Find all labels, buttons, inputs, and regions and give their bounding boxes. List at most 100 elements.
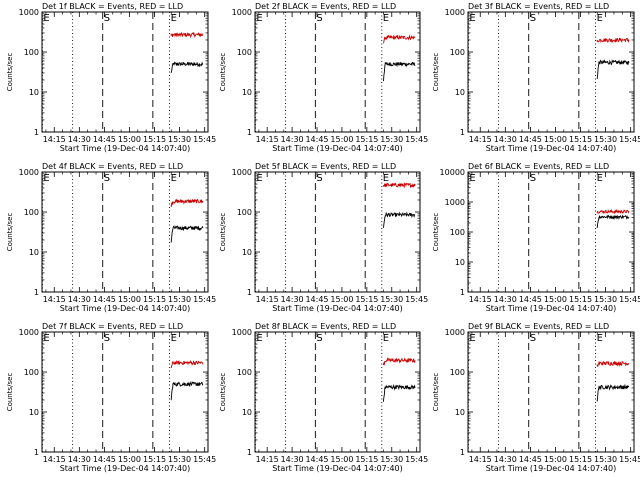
- event-marker-label: S: [316, 13, 322, 24]
- x-tick-label: 15:00: [118, 135, 141, 144]
- x-tick-label: 14:45: [93, 135, 116, 144]
- y-tick-label: 10: [242, 248, 252, 257]
- lld-series-line: [170, 31, 204, 39]
- y-tick-label: 10: [29, 408, 39, 417]
- y-tick-label: 1: [247, 288, 252, 297]
- x-tick-label: 14:15: [256, 295, 279, 304]
- panel-title: Det 7f BLACK = Events, RED = LLD: [42, 322, 183, 331]
- x-tick-label: 15:30: [594, 135, 617, 144]
- events-series-line: [383, 211, 416, 228]
- event-marker-label: S: [104, 13, 110, 24]
- panel-title: Det 2f BLACK = Events, RED = LLD: [255, 2, 396, 11]
- lld-series-line: [596, 37, 630, 44]
- event-marker-label: E: [171, 13, 177, 24]
- y-axis-label: Counts/sec: [6, 373, 14, 412]
- plot-frame: [467, 171, 635, 293]
- x-tick-label: 15:15: [355, 295, 378, 304]
- x-tick-label: 15:15: [143, 295, 166, 304]
- event-marker-label: E: [256, 333, 262, 344]
- x-tick-label: 15:30: [380, 455, 403, 464]
- event-marker-label: E: [383, 173, 389, 184]
- x-tick-label: 15:00: [330, 295, 353, 304]
- x-tick-label: 14:15: [469, 135, 492, 144]
- lld-series-line: [596, 208, 630, 215]
- y-tick-label: 10: [242, 88, 252, 97]
- event-marker-label: E: [469, 173, 475, 184]
- y-tick-label: 1000: [232, 328, 252, 337]
- plot-frame: [254, 11, 421, 133]
- detector-panel-8: Det 8f BLACK = Events, RED = LLD 1 10 100 10…: [219, 322, 428, 473]
- x-tick-label: 14:30: [494, 135, 517, 144]
- x-tick-label: 15:45: [619, 455, 640, 464]
- lld-series-line: [170, 359, 204, 368]
- events-series-line: [170, 380, 204, 401]
- event-marker-label: S: [316, 173, 322, 184]
- x-tick-label: 15:15: [355, 135, 378, 144]
- y-tick-label: 1: [460, 448, 465, 457]
- x-tick-label: 15:00: [544, 455, 567, 464]
- event-marker-label: S: [530, 13, 536, 24]
- event-marker-label: E: [171, 333, 177, 344]
- y-tick-label: 1: [247, 448, 252, 457]
- x-tick-label: 14:30: [68, 455, 91, 464]
- plot-frame: [41, 331, 209, 453]
- detector-panel-7: Det 7f BLACK = Events, RED = LLD 1 10 100 10…: [6, 322, 216, 473]
- y-tick-label: 1: [34, 448, 39, 457]
- y-tick-label: 1: [247, 128, 252, 137]
- lld-series-line: [383, 357, 416, 366]
- plot-frame: [254, 331, 421, 453]
- event-marker-label: S: [530, 173, 536, 184]
- events-series-line: [596, 214, 630, 228]
- x-tick-label: 15:45: [405, 455, 428, 464]
- detector-panel-9: Det 9f BLACK = Events, RED = LLD 1 10 100 10…: [432, 322, 640, 473]
- x-axis-label: Start Time (19-Dec-04 14:07:40): [486, 304, 617, 313]
- event-marker-label: E: [383, 333, 389, 344]
- x-tick-label: 14:30: [494, 455, 517, 464]
- y-tick-label: 1000: [445, 328, 465, 337]
- x-tick-label: 14:15: [256, 135, 279, 144]
- events-series-line: [596, 383, 630, 402]
- y-tick-label: 100: [24, 208, 39, 217]
- panel-title: Det 9f BLACK = Events, RED = LLD: [468, 322, 609, 331]
- x-tick-label: 15:30: [380, 135, 403, 144]
- event-marker-label: E: [256, 173, 262, 184]
- y-tick-label: 1: [34, 128, 39, 137]
- x-tick-label: 15:15: [569, 455, 592, 464]
- lld-series-line: [383, 181, 416, 189]
- x-tick-label: 15:15: [569, 135, 592, 144]
- x-tick-label: 15:00: [118, 295, 141, 304]
- y-tick-label: 10: [455, 408, 465, 417]
- x-tick-label: 15:00: [544, 295, 567, 304]
- y-tick-label: 1000: [445, 198, 465, 207]
- events-series-line: [170, 61, 204, 73]
- lld-series-line: [596, 360, 630, 367]
- x-axis-label: Start Time (19-Dec-04 14:07:40): [60, 144, 191, 153]
- y-tick-label: 100: [450, 368, 465, 377]
- plot-frame: [41, 11, 209, 133]
- panel-title: Det 8f BLACK = Events, RED = LLD: [255, 322, 396, 331]
- y-tick-label: 100: [450, 228, 465, 237]
- y-axis-label: Counts/sec: [432, 213, 440, 252]
- x-axis-label: Start Time (19-Dec-04 14:07:40): [60, 464, 191, 473]
- y-axis-label: Counts/sec: [219, 213, 227, 252]
- x-tick-label: 14:30: [281, 135, 304, 144]
- y-tick-label: 1000: [19, 328, 39, 337]
- y-tick-label: 100: [237, 48, 252, 57]
- events-series-line: [383, 383, 416, 402]
- y-tick-label: 10: [242, 408, 252, 417]
- panel-title: Det 3f BLACK = Events, RED = LLD: [468, 2, 609, 11]
- y-tick-label: 1000: [445, 8, 465, 17]
- panel-title: Det 6f BLACK = Events, RED = LLD: [468, 162, 609, 171]
- x-tick-label: 15:45: [619, 295, 640, 304]
- y-tick-label: 10: [29, 88, 39, 97]
- x-tick-label: 14:30: [281, 455, 304, 464]
- detector-panel-3: Det 3f BLACK = Events, RED = LLD 1 10 100 10…: [432, 2, 640, 153]
- x-tick-label: 15:00: [544, 135, 567, 144]
- event-marker-label: S: [104, 333, 110, 344]
- y-tick-label: 1000: [19, 168, 39, 177]
- event-marker-label: E: [43, 13, 49, 24]
- x-tick-label: 15:30: [380, 295, 403, 304]
- y-axis-label: Counts/sec: [432, 373, 440, 412]
- y-tick-label: 1000: [19, 8, 39, 17]
